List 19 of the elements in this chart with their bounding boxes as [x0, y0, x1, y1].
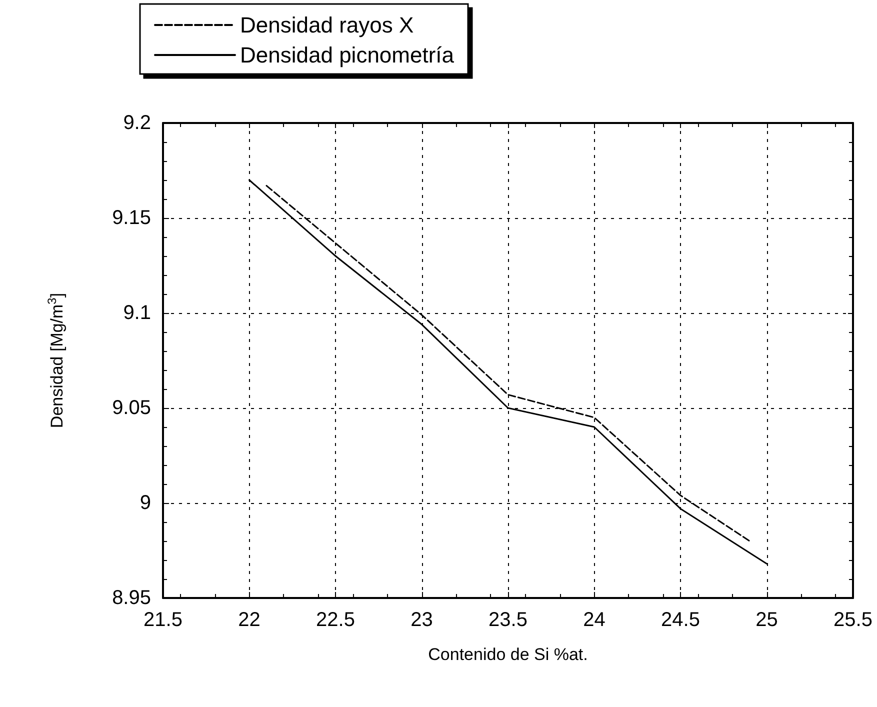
y-axis-title: Densidad [Mg/m3]	[45, 292, 66, 428]
x-tick-label: 24	[583, 609, 606, 631]
y-tick-label: 8.95	[112, 587, 151, 609]
x-tick-label: 23	[410, 609, 433, 631]
x-tick-label: 25.5	[834, 609, 872, 631]
x-tick-label: 23.5	[488, 609, 528, 631]
x-tick-label: 25	[756, 609, 778, 631]
x-tick-label: 22	[238, 609, 260, 631]
y-tick-label: 9	[140, 492, 151, 514]
y-tick-label: 9.2	[123, 112, 151, 134]
x-axis-title: Contenido de Si %at.	[428, 645, 588, 664]
x-tick-label: 24.5	[661, 609, 700, 631]
legend-label: Densidad rayos X	[240, 12, 414, 38]
x-tick-label: 21.5	[144, 609, 182, 631]
y-tick-label: 9.1	[123, 302, 151, 324]
legend-label: Densidad picnometría	[240, 42, 455, 68]
y-tick-label: 9.15	[112, 207, 151, 229]
x-tick-label: 22.5	[316, 609, 355, 631]
y-tick-label: 9.05	[112, 397, 151, 419]
